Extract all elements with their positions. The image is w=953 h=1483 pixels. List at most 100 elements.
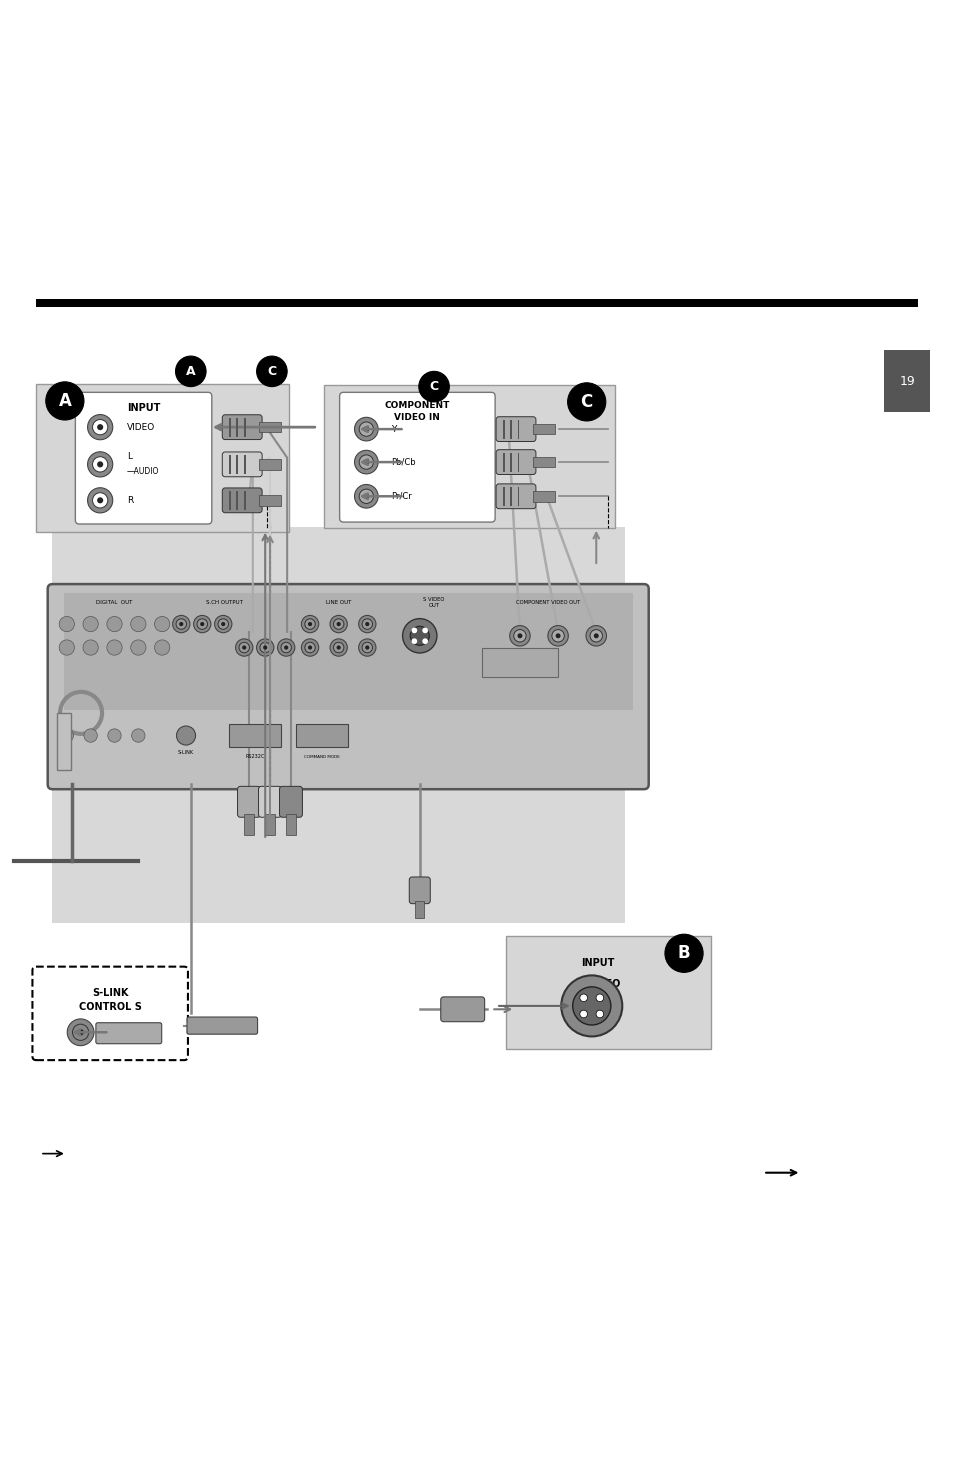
FancyBboxPatch shape xyxy=(75,393,212,523)
Text: L: L xyxy=(127,452,132,461)
Bar xyxy=(510,452,512,472)
Circle shape xyxy=(107,639,122,655)
Circle shape xyxy=(308,621,312,626)
Circle shape xyxy=(363,426,369,432)
Circle shape xyxy=(277,639,294,655)
Circle shape xyxy=(359,423,374,436)
Circle shape xyxy=(88,415,112,440)
Circle shape xyxy=(359,489,374,503)
FancyBboxPatch shape xyxy=(222,452,262,476)
Circle shape xyxy=(263,645,267,650)
Bar xyxy=(244,491,245,510)
Circle shape xyxy=(358,639,375,655)
Circle shape xyxy=(214,615,232,633)
Circle shape xyxy=(336,645,340,650)
Bar xyxy=(324,384,615,528)
Circle shape xyxy=(593,633,598,638)
Bar xyxy=(533,491,555,501)
FancyBboxPatch shape xyxy=(258,786,281,817)
Bar xyxy=(259,421,280,433)
Text: S.CH OUTPUT: S.CH OUTPUT xyxy=(206,601,242,605)
Text: INPUT: INPUT xyxy=(127,402,160,412)
Text: —AUDIO: —AUDIO xyxy=(127,467,159,476)
Circle shape xyxy=(200,621,204,626)
Circle shape xyxy=(46,381,84,420)
Circle shape xyxy=(304,618,314,629)
Circle shape xyxy=(92,457,108,472)
Bar xyxy=(505,936,710,1048)
Circle shape xyxy=(88,488,112,513)
Text: S-LINK: S-LINK xyxy=(91,988,129,998)
Bar xyxy=(517,420,518,439)
Circle shape xyxy=(235,639,253,655)
Circle shape xyxy=(132,728,145,742)
Circle shape xyxy=(560,976,621,1037)
Circle shape xyxy=(301,615,318,633)
Circle shape xyxy=(330,639,347,655)
Circle shape xyxy=(361,642,373,653)
Bar xyxy=(36,384,289,531)
Circle shape xyxy=(92,492,108,509)
Circle shape xyxy=(97,424,103,430)
Circle shape xyxy=(256,356,287,387)
Text: C: C xyxy=(429,380,438,393)
Circle shape xyxy=(334,618,343,629)
Circle shape xyxy=(172,615,190,633)
Bar xyxy=(286,814,295,835)
Circle shape xyxy=(358,615,375,633)
Text: LINE OUT: LINE OUT xyxy=(326,601,351,605)
Bar xyxy=(229,724,281,747)
Bar xyxy=(503,420,505,439)
Circle shape xyxy=(579,994,587,1001)
Text: S VIDEO
OUT: S VIDEO OUT xyxy=(423,598,444,608)
Bar xyxy=(36,300,917,307)
Text: COMMAND MODE: COMMAND MODE xyxy=(303,755,339,758)
Bar xyxy=(236,491,238,510)
Circle shape xyxy=(355,485,377,509)
Circle shape xyxy=(217,618,228,629)
Circle shape xyxy=(259,642,271,653)
Text: 19: 19 xyxy=(899,375,914,389)
FancyBboxPatch shape xyxy=(339,393,495,522)
FancyBboxPatch shape xyxy=(32,967,188,1060)
Circle shape xyxy=(92,420,108,435)
Circle shape xyxy=(517,633,522,638)
Text: Pr/Cr: Pr/Cr xyxy=(391,492,412,501)
Circle shape xyxy=(238,642,250,653)
Text: DIGITAL  OUT: DIGITAL OUT xyxy=(96,601,132,605)
Circle shape xyxy=(363,494,369,500)
FancyBboxPatch shape xyxy=(496,483,536,509)
Circle shape xyxy=(334,642,343,653)
Circle shape xyxy=(567,383,605,421)
Text: R: R xyxy=(127,495,133,504)
Circle shape xyxy=(131,617,146,632)
Circle shape xyxy=(330,615,347,633)
Circle shape xyxy=(509,626,530,647)
Circle shape xyxy=(97,461,103,467)
Bar xyxy=(503,452,505,472)
Circle shape xyxy=(402,618,436,653)
Circle shape xyxy=(77,1029,84,1035)
Bar xyxy=(265,814,274,835)
Bar xyxy=(244,418,245,436)
Text: Pb/Cb: Pb/Cb xyxy=(391,458,416,467)
Circle shape xyxy=(108,728,121,742)
Bar xyxy=(230,455,231,475)
Text: VIDEO IN: VIDEO IN xyxy=(394,412,440,421)
Bar xyxy=(259,460,280,470)
Bar xyxy=(52,526,624,922)
Circle shape xyxy=(59,617,74,632)
Circle shape xyxy=(411,638,416,644)
Bar xyxy=(510,420,512,439)
Bar xyxy=(415,900,424,918)
Circle shape xyxy=(67,1019,94,1046)
Circle shape xyxy=(242,645,246,650)
FancyBboxPatch shape xyxy=(279,786,302,817)
Circle shape xyxy=(585,626,606,647)
Circle shape xyxy=(284,645,288,650)
Circle shape xyxy=(193,615,211,633)
Circle shape xyxy=(308,645,312,650)
Bar xyxy=(230,491,231,510)
Circle shape xyxy=(97,497,103,503)
Circle shape xyxy=(154,617,170,632)
